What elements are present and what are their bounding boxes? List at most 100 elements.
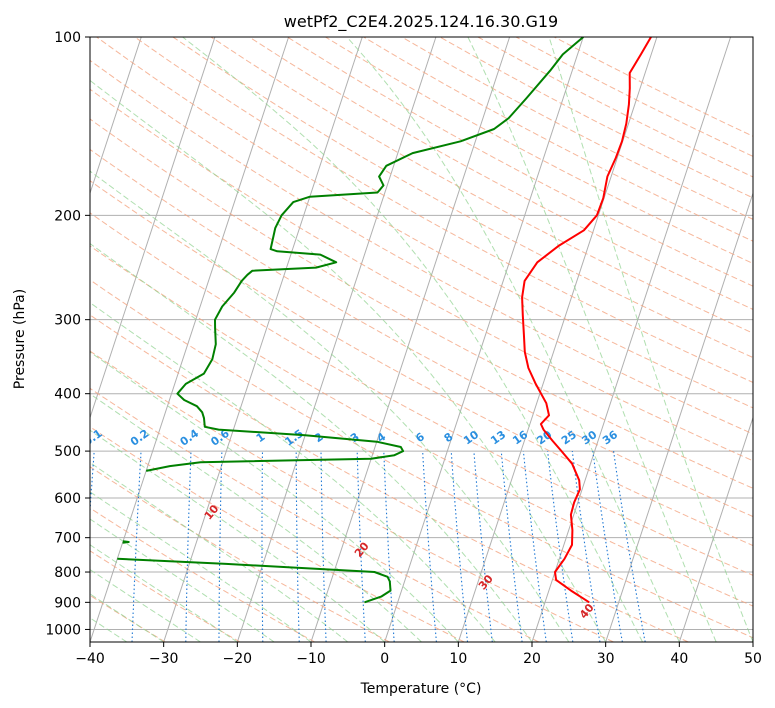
dry-adiabat-line — [96, 37, 753, 409]
x-tick-label: 0 — [380, 651, 389, 667]
moist-adiabat-line — [90, 518, 275, 642]
y-axis: 100 200 300 400 500 600 700 800 900 1000 — [45, 30, 90, 638]
mixing-ratio-line — [522, 451, 547, 642]
dry-adiabat-line — [90, 426, 465, 642]
y-tick-label: 800 — [54, 565, 81, 581]
isotherm-line — [605, 191, 753, 642]
mixing-ratio-label: 3 — [348, 430, 362, 445]
dry-adiabat-line — [90, 212, 753, 576]
y-tick-label: 400 — [54, 387, 81, 403]
x-tick-label: −30 — [149, 651, 179, 667]
y-axis-label: Pressure (hPa) — [12, 289, 28, 389]
y-tick-label: 100 — [54, 30, 81, 46]
y-tick-label: 300 — [54, 313, 81, 329]
dry-adiabat-line — [554, 37, 753, 137]
y-tick-label: 200 — [54, 208, 81, 224]
x-tick-label: −20 — [223, 651, 253, 667]
isotherm-line — [90, 37, 142, 195]
dry-adiabat-line — [90, 466, 390, 642]
moist-adiabat-line — [467, 37, 717, 642]
moist-adiabat-line — [182, 37, 643, 642]
mixing-ratio-label: 0.1 — [81, 427, 104, 449]
moist-adiabat-label: 20 — [352, 539, 372, 559]
isotherm-line — [163, 37, 363, 642]
y-tick-label: 1000 — [45, 622, 81, 638]
x-tick-label: 50 — [744, 651, 762, 667]
moist-adiabat-line — [90, 569, 201, 642]
isotherm-line — [90, 37, 290, 642]
moist-adiabat-line — [90, 491, 312, 642]
y-tick-label: 700 — [54, 531, 81, 547]
x-tick-label: −40 — [75, 651, 105, 667]
mixing-ratio-line — [547, 451, 574, 642]
dry-adiabat-line — [90, 148, 753, 518]
x-tick-label: 40 — [670, 651, 688, 667]
moist-adiabat-line — [90, 351, 459, 642]
moist-adiabat-line — [90, 429, 386, 642]
moist-adiabat-label: 10 — [202, 502, 222, 522]
x-tick-label: 20 — [523, 651, 541, 667]
mixing-ratio-label: 6 — [413, 430, 427, 445]
sounding-profile-line — [117, 557, 392, 604]
sounding-profile-line — [521, 37, 652, 604]
dry-adiabat-line — [134, 37, 753, 383]
sounding-profile-line — [146, 37, 584, 472]
moist-adiabat-line — [90, 79, 607, 642]
moist-adiabat-line — [90, 461, 349, 642]
dry-adiabat-line — [90, 314, 689, 642]
moist-adiabat-label: 40 — [577, 601, 597, 621]
mixing-ratio-line — [592, 451, 623, 642]
mixing-ratio-line — [422, 451, 437, 642]
moist-adiabat-line — [548, 37, 753, 642]
mixing-ratio-line — [473, 451, 493, 642]
isotherm-line — [90, 37, 216, 420]
y-tick-label: 600 — [54, 491, 81, 507]
dry-adiabat-line — [477, 37, 753, 178]
mixing-ratio-line — [261, 451, 264, 642]
dry-adiabat-line — [90, 507, 315, 642]
mixing-ratio-line — [218, 451, 223, 642]
mixing-ratio-label: 36 — [600, 428, 620, 448]
moist-adiabat-label: 30 — [476, 572, 496, 592]
y-tick-label: 500 — [54, 444, 81, 460]
dry-adiabat-line — [90, 279, 753, 639]
x-axis: −40 −30 −20 −10 0 10 20 30 40 50 — [75, 642, 762, 667]
dry-adiabat-line — [90, 88, 753, 462]
isotherm-line — [752, 640, 753, 642]
mixing-ratio-label: 25 — [559, 428, 579, 447]
dry-adiabat-line — [248, 37, 753, 310]
isotherm-line — [0, 37, 68, 642]
mixing-ratio-label: 0.4 — [178, 427, 202, 449]
sounding-profile-line — [122, 540, 130, 544]
dry-adiabat-line — [90, 245, 753, 607]
chart-title: wetPf2_C2E4.2025.124.16.30.G19 — [284, 12, 558, 32]
isotherm-line — [384, 37, 584, 642]
moist-adiabat-line — [346, 37, 680, 642]
moist-adiabat-line — [90, 593, 164, 642]
dry-adiabat-line — [210, 37, 753, 334]
isotherm-line — [678, 415, 753, 642]
moist-adiabat-label: 0 — [49, 461, 64, 475]
dry-adiabat-line — [90, 550, 241, 642]
x-tick-label: 10 — [449, 651, 467, 667]
dry-adiabat-line — [90, 387, 540, 642]
mixing-ratio-line — [383, 451, 395, 642]
plot-frame — [89, 36, 754, 643]
x-axis-label: Temperature (°C) — [360, 681, 482, 697]
moist-adiabat-line — [90, 544, 238, 642]
moist-adiabat-line — [90, 170, 570, 642]
dry-adiabat-line — [90, 59, 753, 435]
isotherm-line — [457, 37, 658, 642]
mixing-ratio-line — [613, 451, 646, 642]
dry-adiabat-line — [401, 37, 753, 220]
mixing-ratio-line — [131, 451, 142, 642]
isotherm-line — [531, 37, 732, 642]
mixing-ratio-line — [320, 451, 327, 642]
isotherm-line — [310, 37, 511, 642]
dry-adiabat-line — [515, 37, 753, 157]
dry-adiabat-line — [90, 118, 753, 489]
dry-adiabat-line — [90, 350, 614, 642]
x-tick-label: −10 — [296, 651, 326, 667]
dry-adiabat-line — [287, 37, 753, 287]
